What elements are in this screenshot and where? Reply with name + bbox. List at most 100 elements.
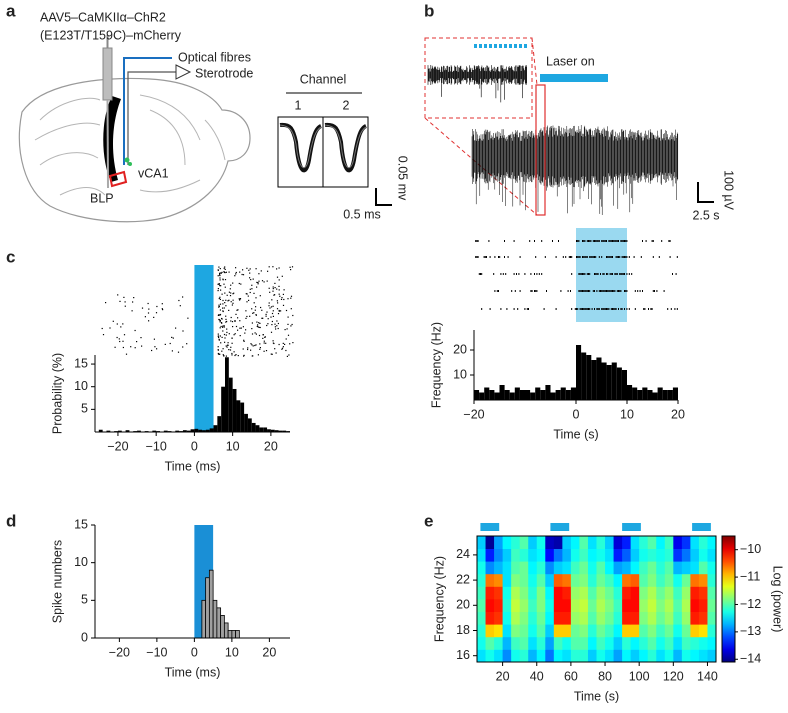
raster-spike bbox=[219, 268, 221, 270]
heatmap-cell bbox=[664, 611, 674, 625]
heatmap-cell bbox=[579, 573, 589, 587]
raster-spike bbox=[251, 328, 253, 330]
raster-spike bbox=[534, 240, 535, 242]
raster-spike bbox=[603, 308, 605, 310]
heatmap-cell bbox=[570, 573, 580, 587]
raster-spike bbox=[219, 327, 221, 329]
heatmap-cell bbox=[579, 561, 589, 575]
raster-spike bbox=[256, 281, 258, 283]
raster-spike bbox=[231, 321, 234, 323]
raster-spike bbox=[267, 270, 269, 272]
raster-spike bbox=[248, 269, 250, 271]
histogram-bar bbox=[213, 425, 218, 432]
raster-spike bbox=[583, 240, 585, 242]
raster-spike bbox=[219, 298, 221, 300]
heatmap-cell bbox=[664, 624, 674, 638]
heatmap-cell bbox=[528, 611, 538, 625]
heatmap-cell bbox=[519, 561, 529, 575]
histogram-bar bbox=[270, 429, 275, 432]
raster-spike bbox=[584, 290, 586, 292]
raster-spike bbox=[257, 354, 259, 356]
heatmap-cell bbox=[570, 548, 580, 562]
raster-spike bbox=[285, 349, 287, 352]
raster-spike bbox=[260, 270, 262, 272]
stim-bar bbox=[550, 523, 570, 531]
raster-spike bbox=[268, 287, 270, 289]
laser-bar bbox=[540, 74, 608, 82]
heatmap-cell bbox=[570, 536, 580, 549]
heatmap-cell bbox=[528, 649, 538, 663]
virus-label: AAV5–CaMKIIα–ChR2 bbox=[40, 10, 166, 24]
raster-spike bbox=[634, 308, 636, 310]
raster-spike bbox=[258, 280, 260, 282]
raster-spike bbox=[620, 308, 622, 310]
histogram-bar bbox=[251, 422, 256, 432]
region-label: vCA1 bbox=[138, 166, 169, 180]
raster-spike bbox=[250, 349, 252, 351]
raster-spike bbox=[616, 290, 618, 292]
raster-spike bbox=[232, 302, 234, 304]
heatmap-cell bbox=[656, 624, 666, 638]
raster-spike bbox=[124, 301, 126, 303]
raster-spike bbox=[558, 240, 559, 242]
raster-spike bbox=[261, 309, 263, 311]
raster-spike bbox=[249, 315, 251, 317]
heatmap-cell bbox=[485, 624, 495, 638]
raster-spike bbox=[560, 290, 562, 292]
raster-spike bbox=[246, 301, 248, 303]
raster-spike bbox=[122, 346, 124, 349]
heatmap-cell bbox=[502, 611, 512, 625]
raster-spike bbox=[589, 273, 591, 275]
raster-spike bbox=[224, 341, 226, 343]
raster-spike bbox=[598, 308, 600, 310]
raster-spike bbox=[222, 307, 224, 309]
raster-spike bbox=[222, 303, 224, 305]
y-axis-label: Frequency (Hz) bbox=[429, 322, 443, 408]
y-axis-label: Frequency (Hz) bbox=[432, 556, 446, 642]
raster-spike bbox=[223, 326, 225, 328]
raster-spike bbox=[247, 295, 249, 297]
heatmap-cell bbox=[519, 586, 529, 600]
raster-spike bbox=[225, 318, 227, 320]
raster-spike bbox=[586, 308, 588, 310]
raster-spike bbox=[259, 347, 261, 349]
raster-spike bbox=[546, 290, 547, 292]
heatmap-cell bbox=[596, 636, 606, 650]
fibre-label: Optical fibres bbox=[178, 50, 251, 64]
raster-spike bbox=[589, 240, 591, 242]
raster-spike bbox=[226, 331, 228, 333]
raster-spike bbox=[597, 273, 599, 275]
raster-spike bbox=[652, 290, 654, 292]
heatmap-cell bbox=[562, 599, 572, 612]
raster-spike bbox=[506, 308, 508, 310]
histogram-bar bbox=[106, 430, 111, 432]
raster-spike bbox=[608, 256, 610, 258]
raster-spike bbox=[218, 305, 220, 308]
heatmap-cell bbox=[511, 548, 521, 562]
raster-spike bbox=[535, 290, 537, 292]
y-tick-label: 18 bbox=[456, 623, 470, 637]
raster-spike bbox=[222, 330, 224, 332]
raster-spike bbox=[674, 308, 676, 310]
raster-spike bbox=[232, 326, 234, 328]
raster-spike bbox=[265, 350, 268, 352]
raster-spike bbox=[230, 316, 232, 319]
histogram-bar bbox=[591, 360, 597, 400]
raster-spike bbox=[610, 256, 612, 258]
raster-spike bbox=[513, 240, 515, 242]
histogram-bar bbox=[186, 430, 191, 432]
raster-spike bbox=[243, 340, 245, 342]
raster-spike bbox=[266, 324, 268, 327]
raster-spike bbox=[161, 308, 163, 310]
raster-spike bbox=[235, 267, 237, 269]
raster-spike bbox=[604, 290, 606, 292]
heatmap-cell bbox=[605, 599, 614, 612]
raster-spike bbox=[614, 240, 616, 242]
heatmap-cell bbox=[536, 649, 546, 663]
heatmap-cell bbox=[647, 561, 657, 575]
raster-spike bbox=[643, 308, 645, 310]
raster-spike bbox=[481, 273, 483, 275]
raster-spike bbox=[264, 336, 266, 338]
heatmap-cell bbox=[477, 611, 486, 625]
raster-spike bbox=[612, 240, 613, 242]
